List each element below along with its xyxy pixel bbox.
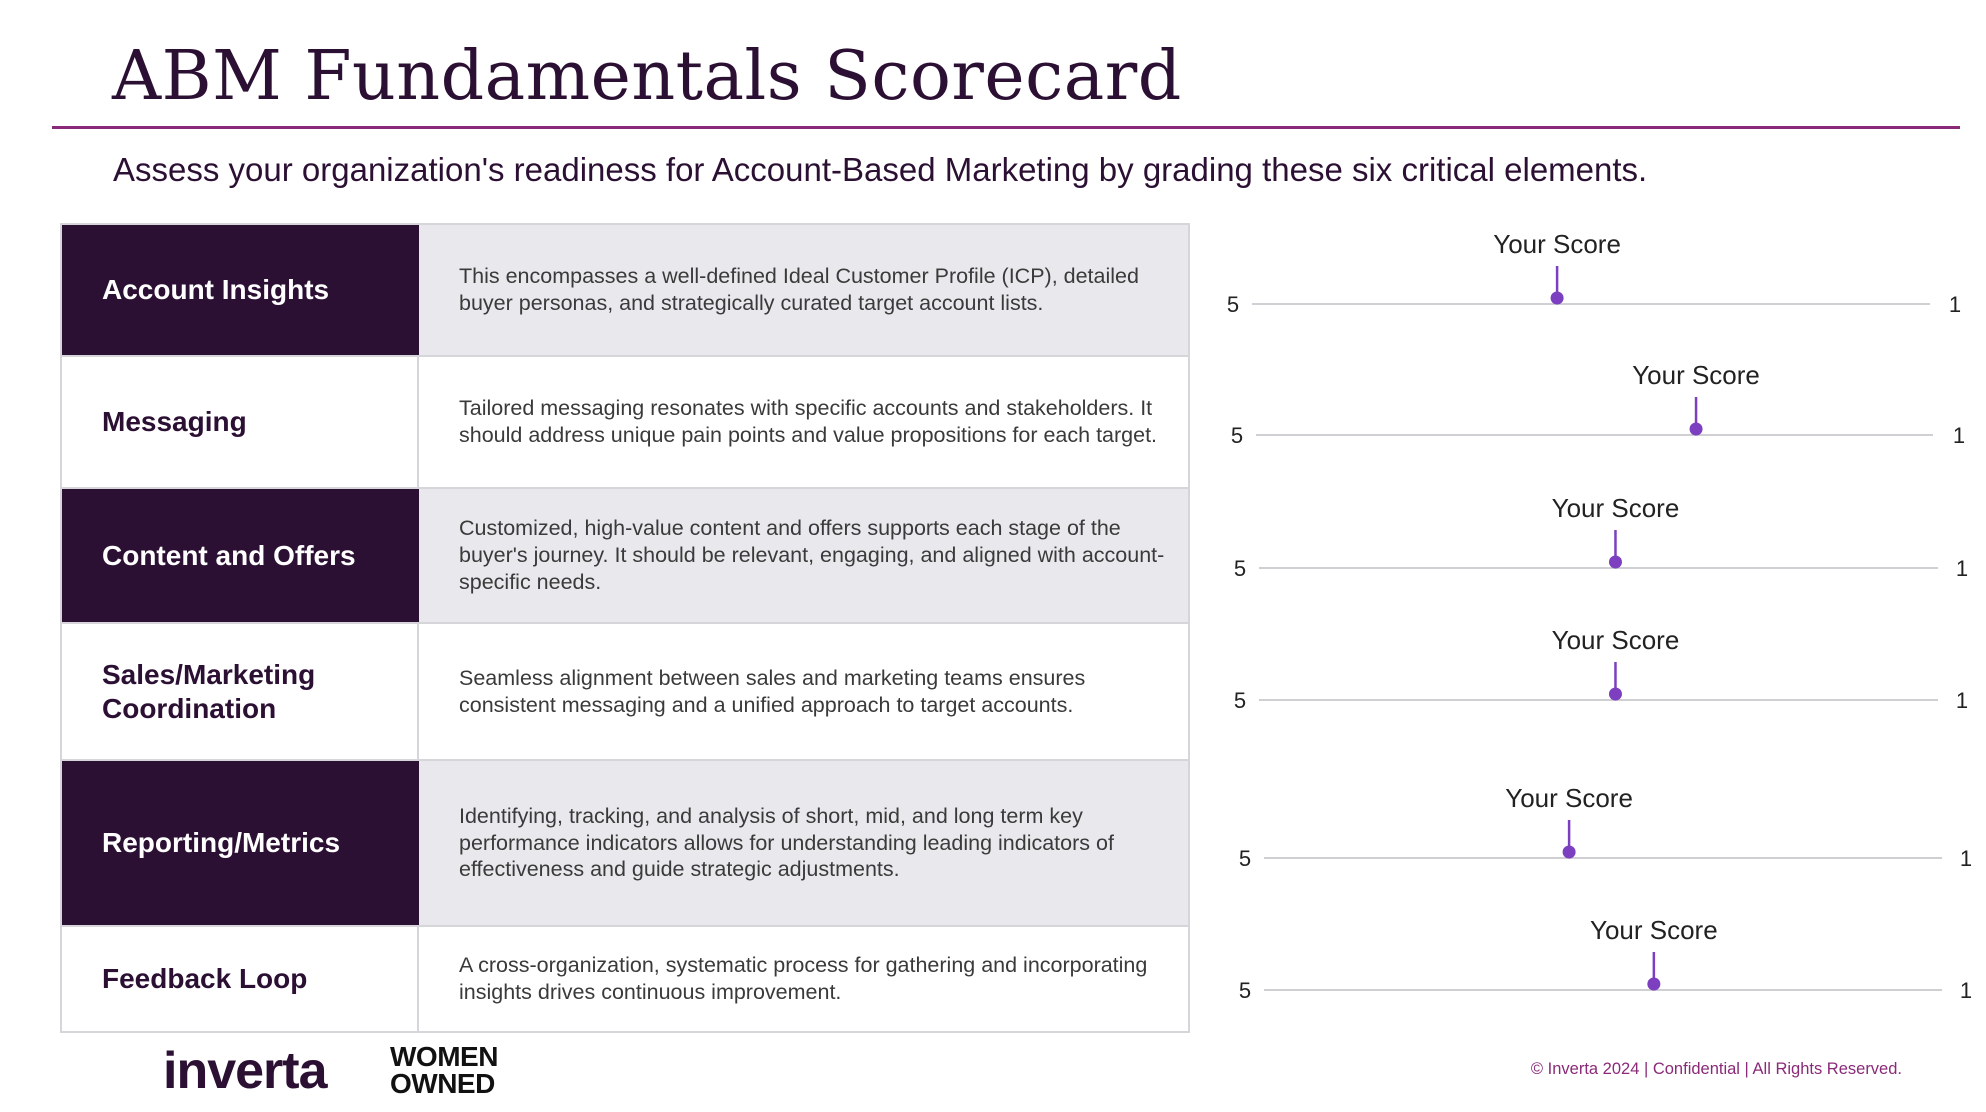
inverta-logo: inverta — [163, 1042, 328, 1100]
title-divider — [52, 126, 1960, 129]
women-owned-line-2: OWNED — [390, 1067, 495, 1099]
row-label: Feedback Loop — [62, 927, 419, 1031]
row-label: Messaging — [62, 357, 419, 487]
score-marker-dot — [1689, 422, 1703, 436]
copyright-notice: © Inverta 2024 | Confidential | All Righ… — [1530, 1060, 1902, 1078]
scale-max-label: 1 — [1960, 978, 1972, 1003]
score-marker-dot — [1608, 555, 1622, 569]
table-row: Feedback Loop A cross-organization, syst… — [62, 927, 1188, 1031]
row-description: Tailored messaging resonates with specif… — [459, 396, 1158, 447]
row-description: A cross-organization, systematic process… — [459, 953, 1148, 1004]
your-score-label: Your Score — [1552, 493, 1680, 523]
score-marker-dot — [1562, 845, 1576, 859]
row-description: Seamless alignment between sales and mar… — [459, 665, 1086, 717]
row-description: Identifying, tracking, and analysis of s… — [419, 761, 1188, 925]
your-score-label: Your Score — [1632, 360, 1760, 390]
scale-min-label: 5 — [1231, 423, 1243, 448]
table-row: Messaging Tailored messaging resonates w… — [62, 357, 1188, 489]
women-owned-line-1: WOMEN — [390, 1041, 498, 1072]
scale-min-label: 5 — [1234, 688, 1246, 713]
page-subtitle: Assess your organization's readiness for… — [113, 151, 1648, 188]
row-label: Reporting/Metrics — [62, 761, 419, 925]
scale-max-label: 1 — [1953, 423, 1965, 448]
your-score-label: Your Score — [1590, 915, 1718, 945]
scale-max-label: 1 — [1956, 688, 1968, 713]
score-marker-dot — [1608, 687, 1622, 701]
score-marker-dot — [1550, 291, 1564, 305]
row-label: Sales/Marketing Coordination — [62, 624, 419, 759]
scorecard-table: Account Insights This encompasses a well… — [60, 223, 1190, 1033]
row-description: This encompasses a well-defined Ideal Cu… — [419, 225, 1188, 355]
scale-max-label: 1 — [1960, 846, 1972, 871]
row-label: Content and Offers — [62, 489, 419, 622]
table-row: Content and Offers Customized, high-valu… — [62, 489, 1188, 624]
your-score-label: Your Score — [1552, 625, 1680, 655]
table-row: Reporting/Metrics Identifying, tracking,… — [62, 761, 1188, 927]
page-title: ABM Fundamentals Scorecard — [112, 37, 1182, 116]
row-description: Customized, high-value content and offer… — [419, 489, 1188, 622]
table-row: Account Insights This encompasses a well… — [62, 225, 1188, 357]
women-owned-logo: WOMEN OWNED — [390, 1041, 520, 1099]
scale-min-label: 5 — [1227, 292, 1239, 317]
score-marker-dot — [1647, 977, 1661, 991]
your-score-label: Your Score — [1493, 229, 1621, 259]
your-score-label: Your Score — [1505, 783, 1633, 813]
scale-min-label: 5 — [1234, 556, 1246, 581]
table-row: Sales/Marketing Coordination Seamless al… — [62, 624, 1188, 761]
scale-min-label: 5 — [1239, 846, 1251, 871]
scale-min-label: 5 — [1239, 978, 1251, 1003]
scale-max-label: 1 — [1949, 292, 1961, 317]
row-label: Account Insights — [62, 225, 419, 355]
scale-max-label: 1 — [1956, 556, 1968, 581]
